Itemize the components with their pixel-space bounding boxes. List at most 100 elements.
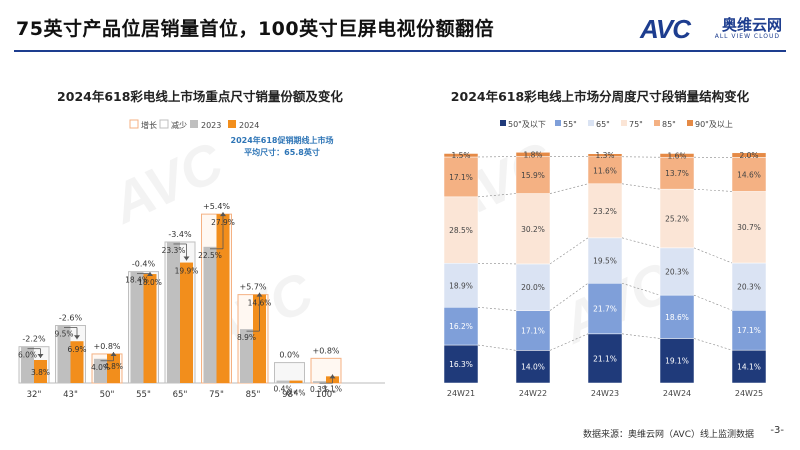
value-label-2024-3: 4.8% xyxy=(104,362,123,371)
legend-label-2: 55" xyxy=(563,120,577,129)
value-label-2024-4: 18.0% xyxy=(138,278,162,287)
change-arrow-head-2 xyxy=(74,335,80,340)
change-arrow-head-1 xyxy=(37,354,44,358)
segment-6-24W22 xyxy=(515,152,551,157)
change-label-1: -2.2% xyxy=(22,335,46,344)
segment-1-24W21 xyxy=(443,344,479,384)
segment-label-6-24W24: 1.6% xyxy=(667,151,686,160)
legend-swatch-6 xyxy=(687,120,693,126)
category-label-5: 65" xyxy=(173,390,188,400)
connector-1-1 xyxy=(477,344,517,351)
segment-label-1-24W22: 14.0% xyxy=(521,363,545,372)
segment-6-24W21 xyxy=(443,153,479,158)
value-label-2024-6: 27.9% xyxy=(211,218,235,227)
legend-swatch-1 xyxy=(500,120,506,126)
slide-title: 75英寸产品位居销量首位，100英寸巨屏电视份额翻倍 xyxy=(16,18,495,40)
segment-5-24W25 xyxy=(731,157,767,192)
change-label-4: -0.4% xyxy=(132,260,156,269)
category-label-9: 100" xyxy=(316,390,336,400)
connector-3-3 xyxy=(621,237,661,249)
value-label-2024-1: 3.8% xyxy=(31,368,50,377)
value-label-2024-2: 6.9% xyxy=(67,345,86,354)
segment-label-4-24W24: 25.2% xyxy=(665,215,689,224)
segment-2-24W25 xyxy=(731,310,767,351)
segment-2-24W22 xyxy=(515,310,551,351)
legend-label-3: 65" xyxy=(596,120,610,129)
change-arrow-head-4 xyxy=(147,272,153,277)
connector-2-1 xyxy=(477,306,517,311)
bar-2024-5 xyxy=(180,262,193,383)
segment-4-24W22 xyxy=(515,193,551,265)
segment-label-1-24W24: 19.1% xyxy=(665,357,689,366)
bar-2024-4 xyxy=(143,274,157,383)
segment-1-24W25 xyxy=(731,349,767,384)
segment-label-3-24W24: 20.3% xyxy=(665,268,689,277)
segment-label-1-24W23: 21.1% xyxy=(593,354,617,363)
category-label-8: 98" xyxy=(282,390,297,400)
change-label-3: +0.8% xyxy=(93,342,120,351)
segment-label-1-24W25: 14.1% xyxy=(737,363,761,372)
bar-2024-7 xyxy=(253,294,266,383)
category-label-24W24: 24W24 xyxy=(663,389,691,398)
segment-label-1-24W21: 16.3% xyxy=(449,360,473,369)
segment-3-24W23 xyxy=(587,237,623,284)
logo-mark: AVC xyxy=(640,14,691,44)
segment-label-6-24W22: 1.8% xyxy=(523,150,542,159)
segment-5-24W24 xyxy=(659,156,695,190)
category-label-24W21: 24W21 xyxy=(447,389,475,398)
change-arrow-head-6 xyxy=(220,212,226,217)
bar-2024-1 xyxy=(34,360,47,383)
segment-label-4-24W22: 30.2% xyxy=(521,225,545,234)
value-label-2023-6: 22.5% xyxy=(198,251,222,260)
connector-4-2 xyxy=(549,183,589,194)
value-label-2023-3: 4.0% xyxy=(91,363,110,372)
segment-2-24W23 xyxy=(587,283,623,335)
segment-6-24W25 xyxy=(731,152,767,158)
connector-2-2 xyxy=(549,283,589,311)
category-label-1: 32" xyxy=(27,390,42,400)
connector-1-3 xyxy=(621,333,661,339)
segment-6-24W24 xyxy=(659,153,695,158)
legend-label-1: 50"及以下 xyxy=(508,120,546,129)
change-arrow-head-3 xyxy=(110,351,117,356)
connector-3-2 xyxy=(549,237,589,265)
value-label-2023-8: 0.4% xyxy=(273,385,292,394)
bar-2023-2 xyxy=(57,325,71,383)
change-label-6: +5.4% xyxy=(203,202,230,211)
change-label-5: -3.4% xyxy=(168,230,192,239)
legend-label-1: 增长 xyxy=(141,120,157,130)
segment-2-24W24 xyxy=(659,294,695,339)
segment-label-5-24W22: 15.9% xyxy=(521,171,545,180)
change-label-8: 0.0% xyxy=(279,351,300,360)
segment-label-5-24W25: 14.6% xyxy=(737,170,761,179)
bar-2023-1 xyxy=(21,346,34,383)
annotation-line-1: 2024年618促销期线上市场 xyxy=(231,135,334,145)
legend-label-3: 2023 xyxy=(201,121,221,130)
category-label-6: 75" xyxy=(209,390,224,400)
connector-4-4 xyxy=(693,188,733,192)
bar-2023-4 xyxy=(130,271,144,383)
title-divider xyxy=(14,50,786,52)
segment-4-24W24 xyxy=(659,188,695,249)
segment-label-6-24W25: 2.0% xyxy=(739,151,758,160)
value-label-2024-7: 14.6% xyxy=(248,299,272,308)
segment-3-24W22 xyxy=(515,263,551,311)
legend-swatch-2 xyxy=(555,120,561,126)
value-label-2023-5: 23.3% xyxy=(162,246,186,255)
segment-1-24W23 xyxy=(587,333,623,384)
bar-2023-5 xyxy=(167,241,180,383)
connector-2-3 xyxy=(621,282,661,296)
segment-label-5-24W24: 13.7% xyxy=(665,169,689,178)
change-arrow-head-7 xyxy=(256,292,263,297)
value-label-2023-2: 9.5% xyxy=(54,330,73,339)
value-label-2023-7: 8.9% xyxy=(237,333,256,342)
page-number: -3- xyxy=(770,425,784,436)
segment-label-4-24W23: 23.2% xyxy=(593,207,617,216)
bar-2023-6 xyxy=(203,246,217,383)
legend-label-6: 90"及以上 xyxy=(695,120,733,129)
right-chart-title: 2024年618彩电线上市场分周度尺寸段销量结构变化 xyxy=(450,89,750,104)
source-note: 数据来源：奥维云网（AVC）线上监测数据 xyxy=(582,430,754,440)
legend-label-5: 85" xyxy=(662,120,676,129)
segment-label-2-24W21: 16.2% xyxy=(449,322,473,331)
segment-label-6-24W23: 1.3% xyxy=(595,151,614,160)
